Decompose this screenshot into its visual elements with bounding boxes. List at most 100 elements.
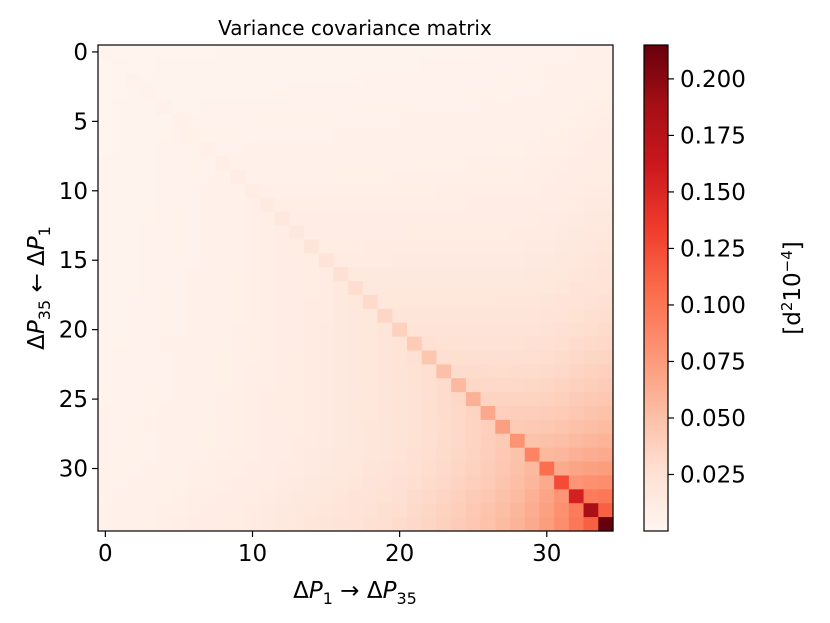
heatmap-cell [436,517,452,532]
heatmap-cell [318,447,335,463]
x-axis-label: ΔP1 → ΔP35 [293,578,417,608]
heatmap-cell [554,128,570,143]
heatmap-cell [392,114,408,129]
heatmap-cell [245,169,261,185]
heatmap-cell [510,156,526,171]
heatmap-cell [510,72,526,88]
heatmap-cell [554,253,570,268]
heatmap-cell [583,100,599,116]
heatmap-cell [333,142,349,157]
heatmap-cell [421,392,438,407]
heatmap-cell [127,45,143,60]
heatmap-cell [142,503,158,518]
heatmap-cell [348,211,364,227]
heatmap-cell [245,197,261,213]
heatmap-cell [98,169,114,185]
heatmap-cell [127,253,143,268]
heatmap-cell [495,364,511,379]
colorbar-tick-label: 0.050 [680,406,746,432]
heatmap-cell [510,281,526,296]
heatmap-cell [436,156,452,171]
heatmap-cell [333,489,349,504]
heatmap-cell [259,433,276,449]
heatmap-cell [201,447,217,463]
heatmap-cell [465,322,482,338]
heatmap-cell [333,253,349,268]
heatmap-cell [230,392,246,407]
heatmap-cell [156,461,173,477]
heatmap-cell [112,308,129,324]
heatmap-cell [112,114,129,129]
heatmap-cell [304,169,320,185]
heatmap-cell [539,419,555,435]
heatmap-cell [318,322,335,338]
heatmap-cell [333,281,349,296]
heatmap-cell [583,475,599,490]
heatmap-cell [171,253,187,268]
heatmap-cell [362,308,379,324]
heatmap-cell [524,183,541,199]
heatmap-cell [377,461,393,477]
heatmap-cell [495,253,511,268]
heatmap [98,45,614,532]
heatmap-cell [171,239,187,254]
heatmap-cell [142,336,158,352]
heatmap-cell [524,308,541,324]
heatmap-cell [480,447,496,463]
heatmap-cell [230,281,246,296]
heatmap-cell [304,128,320,143]
heatmap-cell [259,183,276,199]
heatmap-cell [142,114,158,129]
heatmap-cell [127,58,143,74]
heatmap-cell [524,128,541,143]
heatmap-cell [142,392,158,407]
heatmap-cell [348,239,364,254]
heatmap-cell [318,378,335,393]
heatmap-cell [524,461,541,477]
heatmap-cell [289,253,305,268]
heatmap-cell [304,156,320,171]
heatmap-cell [201,128,217,143]
heatmap-cell [156,72,173,88]
heatmap-cell [510,197,526,213]
heatmap-cell [171,378,187,393]
heatmap-cell [156,58,173,74]
heatmap-cell [495,142,511,157]
svg-text:ΔP35 ← ΔP1: ΔP35 ← ΔP1 [24,226,54,350]
heatmap-cell [377,364,393,379]
heatmap-cell [524,322,541,338]
heatmap-cell [465,58,482,74]
y-tick-label: 10 [59,179,88,205]
heatmap-cell [245,253,261,268]
heatmap-cell [215,253,232,268]
heatmap-cell [333,128,349,143]
heatmap-cell [186,461,202,477]
heatmap-cell [510,322,526,338]
heatmap-cell [127,169,143,185]
heatmap-cell [318,294,335,310]
heatmap-cell [142,308,158,324]
heatmap-cell [451,294,467,310]
heatmap-cell [407,517,423,532]
heatmap-cell [524,72,541,88]
heatmap-cell [156,294,173,310]
heatmap-cell [201,489,217,504]
heatmap-cell [524,169,541,185]
heatmap-cell [259,45,276,60]
heatmap-cell [451,475,467,490]
heatmap-cell [259,378,276,393]
heatmap-cell [201,392,217,407]
heatmap-cell [598,197,614,213]
heatmap-cell [598,86,614,102]
heatmap-cell [186,364,202,379]
heatmap-cell [186,142,202,157]
heatmap-cell [451,128,467,143]
heatmap-cell [392,433,408,449]
colorbar-label: [d210−4] [778,241,806,335]
heatmap-cell [598,239,614,254]
heatmap-cell [274,86,290,102]
heatmap-cell [362,392,379,407]
heatmap-cell [583,406,599,421]
heatmap-cell [524,433,541,449]
heatmap-cell [156,406,173,421]
